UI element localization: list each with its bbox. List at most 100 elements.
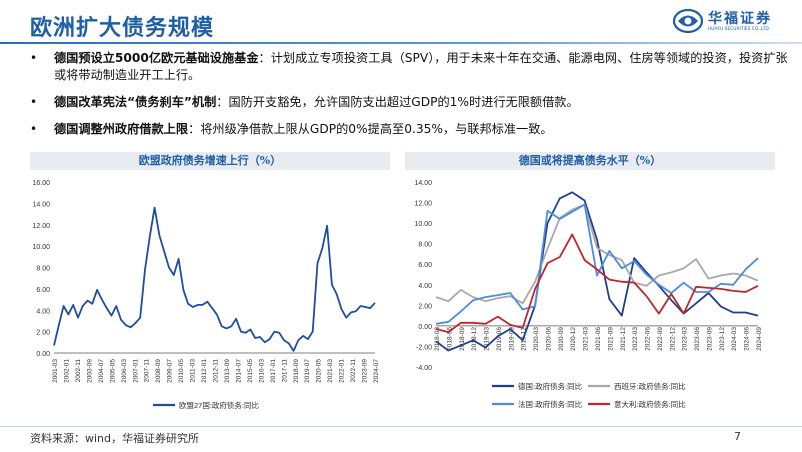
x-tick-label: 2021-06 bbox=[595, 327, 602, 351]
x-tick-label: 2023-09 bbox=[362, 359, 369, 383]
y-tick-label: 6.00 bbox=[418, 262, 432, 269]
y-tick-label: -4.00 bbox=[416, 365, 432, 372]
x-tick-label: 2020-09 bbox=[558, 327, 565, 351]
y-tick-label: 8.00 bbox=[418, 242, 432, 249]
logo-name: 华福证券 bbox=[708, 11, 772, 27]
legend-label: 欧盟27国:政府债务:同比 bbox=[179, 400, 260, 410]
x-tick-label: 2022-01 bbox=[339, 359, 346, 383]
y-tick-label: 12.00 bbox=[32, 223, 50, 230]
legend-label: 西班牙:政府债务:同比 bbox=[614, 381, 686, 391]
x-tick-label: 2002-11 bbox=[75, 359, 82, 383]
bullet-heading: 德国改革宪法“债务刹车”机制 bbox=[54, 95, 217, 109]
x-tick-label: 2003-09 bbox=[86, 359, 93, 383]
y-tick-label: 8.00 bbox=[36, 266, 50, 273]
x-tick-label: 2017-11 bbox=[281, 359, 288, 383]
x-tick-label: 2019-07 bbox=[304, 359, 311, 383]
page-title: 欧洲扩大债务规模 bbox=[30, 16, 215, 41]
x-tick-label: 2023-09 bbox=[706, 327, 713, 351]
series-line bbox=[435, 233, 759, 334]
x-tick-label: 2019-09 bbox=[508, 327, 515, 351]
x-tick-label: 2022-09 bbox=[657, 327, 664, 351]
y-tick-label: 14.00 bbox=[414, 180, 432, 187]
series-line bbox=[53, 206, 376, 352]
bullet-text: ：将州级净借款上限从GDP的0%提高至0.35%，与联邦标准一致。 bbox=[188, 122, 553, 136]
x-tick-label: 2002-01 bbox=[63, 359, 70, 383]
x-tick-label: 2001-03 bbox=[52, 359, 59, 383]
logo-emblem-icon bbox=[672, 8, 704, 34]
bullet-heading: 德国调整州政府借款上限 bbox=[54, 122, 189, 136]
x-tick-label: 2014-07 bbox=[235, 359, 242, 383]
page-number: 7 bbox=[734, 430, 741, 443]
x-tick-label: 2020-03 bbox=[533, 327, 540, 351]
x-tick-label: 2023-06 bbox=[694, 327, 701, 351]
y-tick-label: 12.00 bbox=[414, 201, 432, 208]
y-tick-label: 6.00 bbox=[36, 287, 50, 294]
x-tick-label: 2021-09 bbox=[607, 327, 614, 351]
x-tick-label: 2022-03 bbox=[632, 327, 639, 351]
x-tick-label: 2017-01 bbox=[270, 359, 277, 383]
x-tick-label: 2015-05 bbox=[247, 359, 254, 383]
x-tick-label: 2020-06 bbox=[545, 327, 552, 351]
x-tick-label: 2005-05 bbox=[109, 359, 116, 383]
x-tick-label: 2023-03 bbox=[682, 327, 689, 351]
x-tick-label: 2012-01 bbox=[201, 359, 208, 383]
bullet-text: ：国防开支豁免，允许国防支出超过GDP的1%时进行无限额借款。 bbox=[216, 95, 579, 109]
x-tick-label: 2018-06 bbox=[446, 327, 453, 351]
x-tick-label: 2020-12 bbox=[570, 327, 577, 351]
footer-divider bbox=[0, 426, 802, 427]
y-tick-label: 2.00 bbox=[36, 330, 50, 337]
y-tick-label: 10.00 bbox=[414, 221, 432, 228]
y-tick-label: 2.00 bbox=[418, 303, 432, 310]
brand-logo: 华福证券 HUAFU SECURITIES CO.,LTD. bbox=[672, 6, 790, 40]
legend-label: 法国:政府债务:同比 bbox=[518, 399, 583, 409]
x-tick-label: 2018-09 bbox=[459, 327, 466, 351]
bullet-dot-icon: • bbox=[30, 95, 38, 109]
left-chart-title: 欧盟政府债务增速上行（%） bbox=[30, 152, 390, 170]
x-tick-label: 2004-07 bbox=[98, 359, 105, 383]
y-tick-label: 16.00 bbox=[32, 180, 50, 187]
x-tick-label: 2018-09 bbox=[293, 359, 300, 383]
x-tick-label: 2020-05 bbox=[316, 359, 323, 383]
x-tick-label: 2007-11 bbox=[144, 359, 151, 383]
title-divider bbox=[0, 42, 802, 44]
y-tick-label: 0.00 bbox=[418, 324, 432, 331]
x-tick-label: 2010-05 bbox=[178, 359, 185, 383]
legend-label: 德国:政府债务:同比 bbox=[518, 381, 583, 391]
y-tick-label: 0.00 bbox=[36, 351, 50, 358]
x-tick-label: 2006-03 bbox=[121, 359, 128, 383]
x-tick-label: 2022-11 bbox=[350, 359, 357, 383]
y-tick-label: 4.00 bbox=[36, 308, 50, 315]
y-tick-label: -2.00 bbox=[416, 344, 432, 351]
series-line bbox=[435, 191, 759, 352]
x-tick-label: 2012-11 bbox=[213, 359, 220, 383]
series-line bbox=[435, 203, 759, 325]
bullet-item: • 德国改革宪法“债务刹车”机制：国防开支豁免，允许国防支出超过GDP的1%时进… bbox=[30, 94, 790, 111]
bullet-item: • 德国预设立5000亿欧元基础设施基金：计划成立专项投资工具（SPV），用于未… bbox=[30, 50, 790, 84]
bullet-list: • 德国预设立5000亿欧元基础设施基金：计划成立专项投资工具（SPV），用于未… bbox=[30, 50, 790, 148]
x-tick-label: 2021-03 bbox=[583, 327, 590, 351]
x-tick-label: 2018-03 bbox=[434, 327, 441, 351]
header-bar: 欧洲扩大债务规模 华福证券 HUAFU SECURITIES CO.,LTD. bbox=[0, 0, 802, 44]
x-tick-label: 2021-03 bbox=[327, 359, 334, 383]
x-tick-label: 2009-07 bbox=[167, 359, 174, 383]
x-tick-label: 2022-12 bbox=[669, 327, 676, 351]
x-tick-label: 2024-09 bbox=[756, 327, 763, 351]
x-tick-label: 2024-03 bbox=[731, 327, 738, 351]
y-tick-label: 4.00 bbox=[418, 283, 432, 290]
right-chart-title: 德国或将提高债务水平（%） bbox=[405, 152, 775, 170]
x-tick-label: 2016-03 bbox=[258, 359, 265, 383]
x-tick-label: 2023-12 bbox=[719, 327, 726, 351]
x-tick-label: 2013-09 bbox=[224, 359, 231, 383]
series-line bbox=[435, 203, 759, 305]
right-line-chart: -4.00 -2.00 0.00 2.00 4.00 6.00 8.00 10.00 12.00… bbox=[414, 180, 763, 409]
x-tick-label: 2019-03 bbox=[484, 327, 491, 351]
x-tick-label: 2024-06 bbox=[744, 327, 751, 351]
x-tick-label: 2011-03 bbox=[190, 359, 197, 383]
bullet-heading: 德国预设立5000亿欧元基础设施基金 bbox=[54, 51, 259, 65]
bullet-dot-icon: • bbox=[30, 122, 38, 136]
logo-subtitle: HUAFU SECURITIES CO.,LTD. bbox=[708, 27, 771, 32]
source-note: 资料来源：wind，华福证券研究所 bbox=[30, 432, 200, 445]
bullet-text: ：计划成立专项投资工具（SPV），用于未来十年在交通、能源电网、住房等领域的投资… bbox=[54, 51, 788, 82]
y-tick-label: 10.00 bbox=[32, 244, 50, 251]
bullet-item: • 德国调整州政府借款上限：将州级净借款上限从GDP的0%提高至0.35%，与联… bbox=[30, 121, 790, 138]
